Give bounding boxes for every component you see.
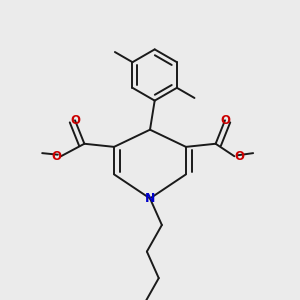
Text: O: O [234,150,244,163]
Text: O: O [51,150,61,163]
Text: O: O [70,114,80,127]
Text: O: O [220,114,230,127]
Text: N: N [145,192,155,205]
